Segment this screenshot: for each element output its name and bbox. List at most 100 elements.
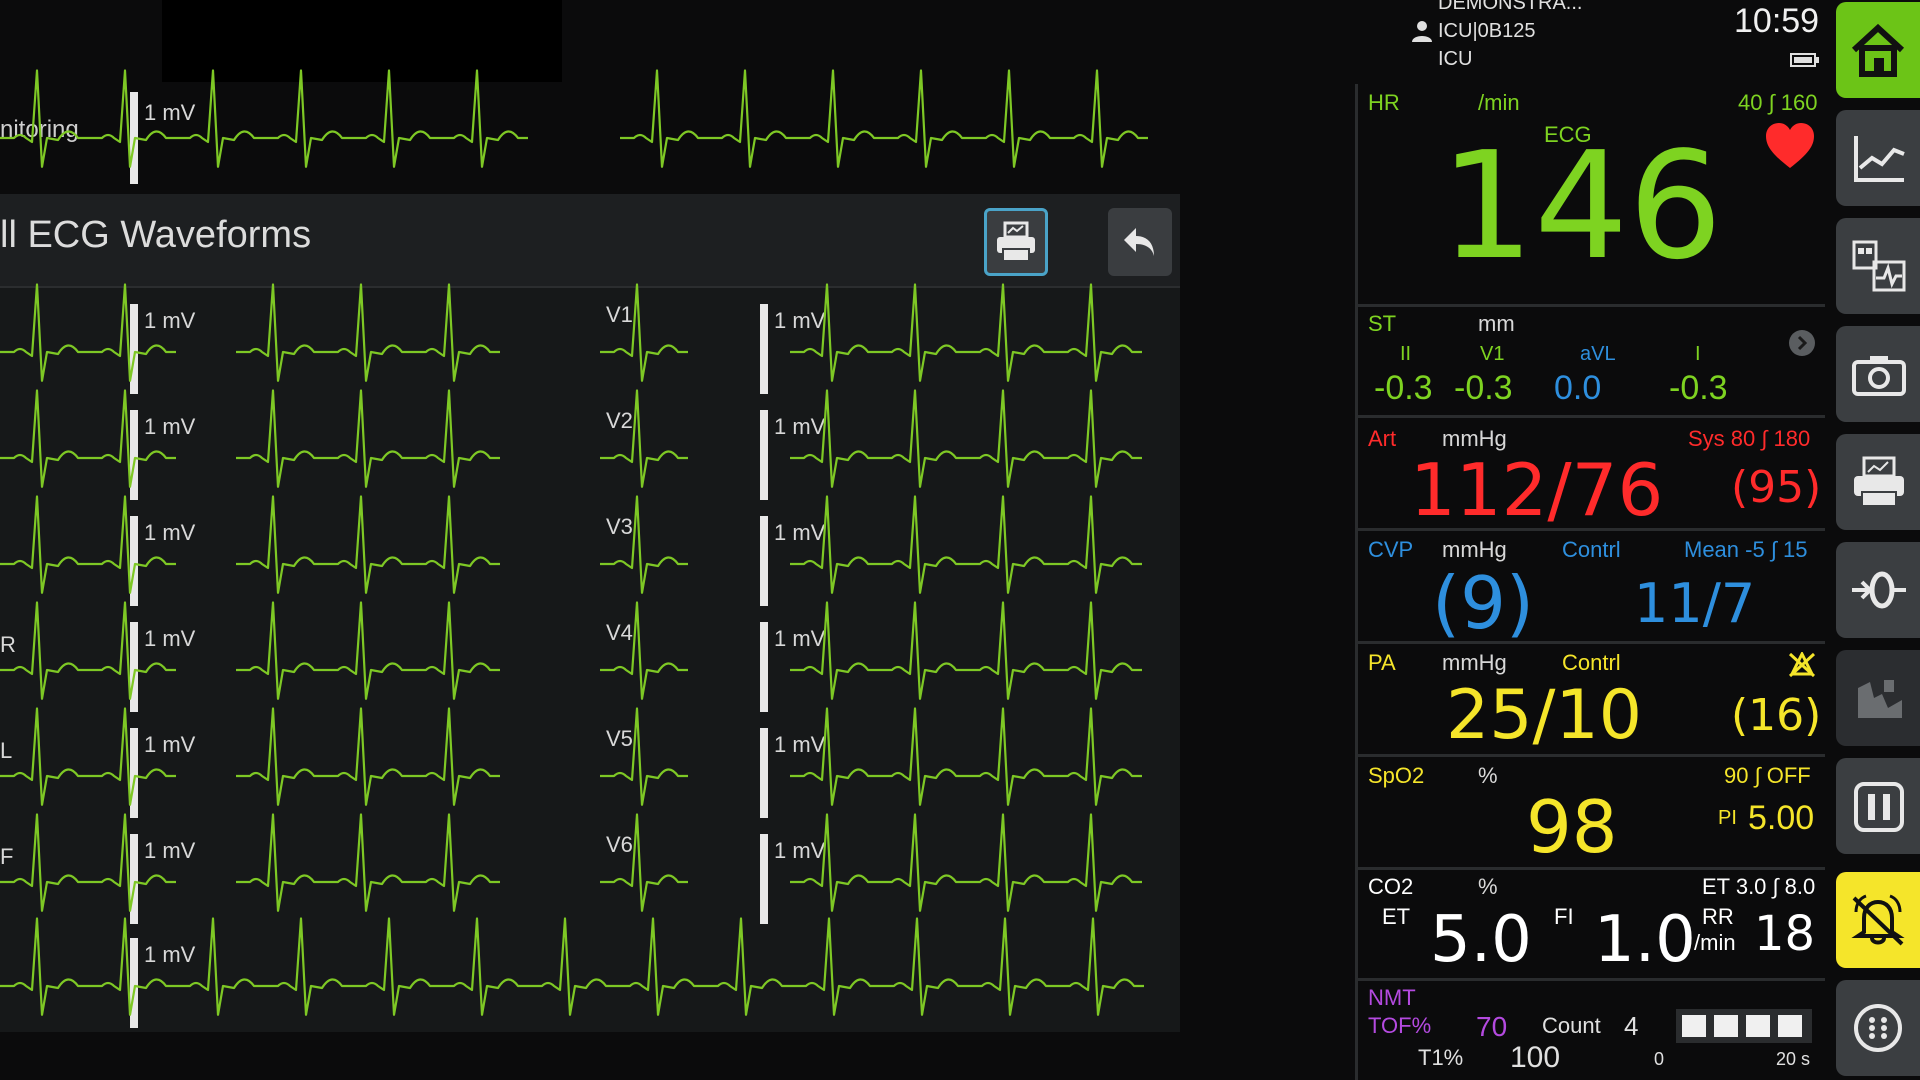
calibration-label: 1 mV (774, 732, 826, 757)
st-lead-name: V1 (1480, 343, 1505, 365)
calibration-bar (760, 516, 768, 606)
pa-unit: mmHg (1442, 650, 1507, 675)
pa-tile[interactable]: PA mmHg Contrl 25/10 (16) (1355, 644, 1825, 754)
home-icon (1851, 23, 1905, 77)
calibration-label: 1 mV (774, 626, 826, 651)
ecg-trace (236, 707, 500, 806)
scale-min: 0 (1654, 1049, 1665, 1069)
st-unit: mm (1478, 311, 1515, 336)
ecg-trace (236, 601, 500, 700)
hr-tile[interactable]: HR /min 40 ∫ 160 ECG 146 (1355, 84, 1825, 304)
back-button[interactable] (1108, 208, 1172, 276)
ecg-trace (0, 69, 528, 168)
ecg-waveform (0, 495, 1142, 594)
print-button[interactable] (984, 208, 1048, 276)
spo2-unit: % (1478, 763, 1498, 788)
ecg-trace (236, 283, 500, 382)
printer-icon (997, 221, 1035, 262)
count-value: 4 (1624, 1011, 1639, 1041)
review-button[interactable] (1836, 650, 1920, 746)
ecg-trace (600, 601, 688, 700)
ecg-trace (600, 389, 688, 488)
tof-label: TOF% (1368, 1013, 1432, 1038)
rr-value: 18 (1754, 906, 1816, 962)
hr-limits: 40 ∫ 160 (1738, 90, 1818, 115)
all-ecg-waveforms-panel: ll ECG Waveforms 1 mV V1 1 mV 1 mV V2 1 mV 1 m… (0, 194, 1180, 1032)
ecg-trace (620, 69, 1148, 168)
alarm-silence-button[interactable] (1836, 872, 1920, 968)
unit-label: ICU (1438, 48, 1473, 70)
ecg-trace (236, 389, 500, 488)
alarm-bell-icon (1851, 894, 1905, 946)
calibration-bar (760, 622, 768, 712)
snapshot-button[interactable] (1836, 326, 1920, 422)
co2-tile[interactable]: CO2 % ET 3.0 ∫ 8.0 ET 5.0 FI 1.0 RR /min… (1355, 870, 1825, 978)
divider (1355, 641, 1825, 644)
calibration-label: 1 mV (774, 520, 826, 545)
calibration-bar (130, 938, 138, 1028)
home-button[interactable] (1836, 2, 1920, 98)
lead-label: F (0, 844, 14, 869)
tof-bar (1778, 1015, 1802, 1037)
panel-header: ll ECG Waveforms (0, 194, 1180, 288)
back-arrow-icon (1124, 228, 1154, 256)
calibration-label: 1 mV (144, 520, 196, 545)
rr-label: RR (1702, 904, 1734, 929)
spo2-tile[interactable]: SpO2 % 90 ∫ OFF 98 PI 5.00 (1355, 757, 1825, 867)
lead-label: L (0, 738, 13, 763)
tof-bar (1714, 1015, 1738, 1037)
nmt-tile[interactable]: NMT TOF% 70 Count 4 T1% 100 0 20 s (1355, 981, 1825, 1080)
st-lead-name: I (1695, 343, 1701, 365)
pause-button[interactable] (1836, 758, 1920, 854)
hr-value: 146 (1440, 120, 1723, 292)
divider (1355, 415, 1825, 418)
more-button[interactable] (1836, 980, 1920, 1076)
spo2-value: 98 (1526, 785, 1618, 869)
tof-bar (1682, 1015, 1706, 1037)
fi-value: 1.0 (1594, 903, 1696, 977)
chevron-right-icon[interactable] (1788, 329, 1816, 357)
hr-label: HR (1368, 90, 1400, 115)
tof-bars (1676, 1009, 1812, 1043)
st-lead-value: -0.3 (1669, 369, 1728, 407)
ecg-waveform (0, 389, 1142, 488)
redacted-area (162, 0, 562, 82)
person-icon (1412, 21, 1432, 42)
ecg-trace (790, 707, 1142, 806)
pa-mean: (16) (1731, 690, 1822, 741)
cvp-label: CVP (1368, 537, 1414, 562)
calibration-bar (760, 304, 768, 394)
calibration-bar (760, 834, 768, 924)
lead-label: R (0, 632, 16, 657)
cvp-tile[interactable]: CVP mmHg Contrl Mean -5 ∫ 15 (9) 11/7 (1355, 531, 1825, 641)
ecg-trace (0, 917, 1144, 1016)
calibration-label: 1 mV (144, 414, 196, 439)
st-label: ST (1368, 311, 1397, 336)
print-button[interactable] (1836, 434, 1920, 530)
cvp-unit: mmHg (1442, 537, 1507, 562)
lead-label: V2 (606, 408, 633, 433)
et-label: ET (1382, 904, 1411, 929)
rr-unit: /min (1694, 930, 1736, 955)
t1-value: 100 (1510, 1041, 1561, 1074)
ecg-trace (0, 283, 176, 382)
patient-data-button[interactable] (1836, 218, 1920, 314)
spo2-limits: 90 ∫ OFF (1724, 763, 1811, 788)
ecg-trace (0, 707, 176, 806)
art-limits: Sys 80 ∫ 180 (1688, 426, 1811, 451)
art-tile[interactable]: Art mmHg Sys 80 ∫ 180 112/76 (95) (1355, 418, 1825, 528)
procedures-button[interactable] (1836, 542, 1920, 638)
trends-button[interactable] (1836, 110, 1920, 206)
calibration-label: 1 mV (774, 838, 826, 863)
ecg-trace (790, 389, 1142, 488)
printer-icon (1854, 456, 1904, 507)
panel-title: ll ECG Waveforms (0, 214, 312, 256)
st-tile[interactable]: ST mm II -0.3 V1 -0.3 aVL 0.0 I -0.3 (1355, 307, 1825, 415)
heart-icon (1766, 123, 1814, 168)
cvp-contrl-value: 11/7 (1634, 572, 1756, 635)
art-mean: (95) (1731, 462, 1822, 513)
calibration-bar (130, 622, 138, 712)
camera-icon (1852, 356, 1906, 396)
st-lead-name: II (1400, 343, 1412, 365)
calibration-label: 1 mV (144, 838, 196, 863)
